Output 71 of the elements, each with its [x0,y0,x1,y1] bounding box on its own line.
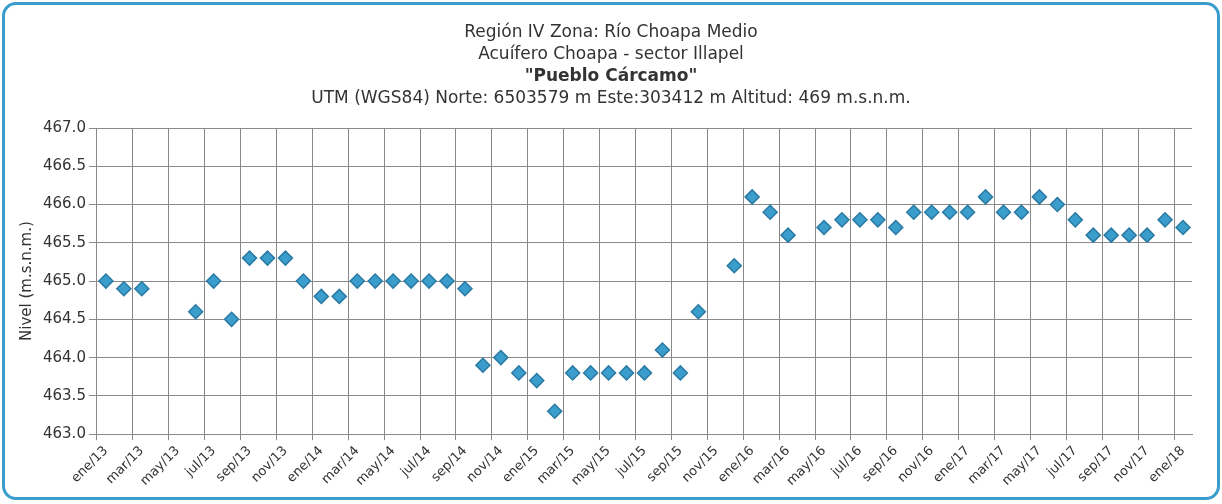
point [241,250,258,266]
point [546,403,563,419]
point [762,204,778,220]
point [870,212,886,228]
point [529,372,545,389]
point [852,212,868,228]
point [421,273,437,289]
y-tick-label: 466.0 [42,194,86,213]
point [780,227,796,243]
point [906,204,922,220]
point [116,280,132,297]
point [672,365,689,381]
point [690,303,707,320]
point [1121,227,1137,243]
point [205,273,222,289]
point [223,311,240,328]
point [475,357,491,374]
point [923,204,940,220]
y-axis-title: Nivel (m.s.n.m.) [16,221,35,341]
point [1139,227,1155,243]
point [1049,196,1066,213]
point [331,288,348,305]
y-tick-label: 464.5 [42,309,86,328]
point [1085,227,1102,243]
point [995,204,1012,220]
point [744,189,760,205]
point [457,280,473,297]
point [564,365,581,381]
y-tick-label: 463.0 [42,424,86,443]
point [834,212,850,228]
y-tick-label: 463.5 [42,385,86,404]
point [1067,212,1084,228]
y-tick-label: 466.5 [42,156,86,175]
chart-subtitle: Acuífero Choapa - sector Illapel [477,42,745,64]
point [439,273,455,289]
point [403,273,419,289]
y-tick-label: 467.0 [42,117,86,136]
point [493,349,509,366]
point [977,189,994,205]
point [654,342,671,358]
text: UTM (WGS84) Norte: 6503579 m Este:303412 m Altitud: 469 m.s.n.m. [310,86,912,108]
y-tick-label: 465.0 [42,270,86,289]
point [98,273,114,289]
point [888,219,904,236]
chart-title: Región IV Zona: Río Choapa Medio [463,20,759,42]
point [349,273,365,289]
point [1103,227,1119,243]
point [600,365,617,381]
y-tick-label: 464.0 [42,347,86,366]
point [941,204,958,220]
point [134,280,150,297]
point [636,365,653,381]
point [295,273,312,289]
point [582,365,599,381]
text: "Pueblo Cárcamo" [523,64,699,86]
point [1031,189,1048,205]
point [816,219,832,236]
point [511,365,527,381]
point [1013,204,1030,220]
point [259,250,276,266]
point [187,303,204,320]
point [313,288,330,305]
point [1157,212,1173,228]
point [618,365,635,381]
point [385,273,401,289]
point [367,273,383,289]
point [1175,219,1191,236]
point [726,258,742,274]
point [277,250,294,266]
point [959,204,976,220]
y-tick-label: 465.5 [42,232,86,251]
